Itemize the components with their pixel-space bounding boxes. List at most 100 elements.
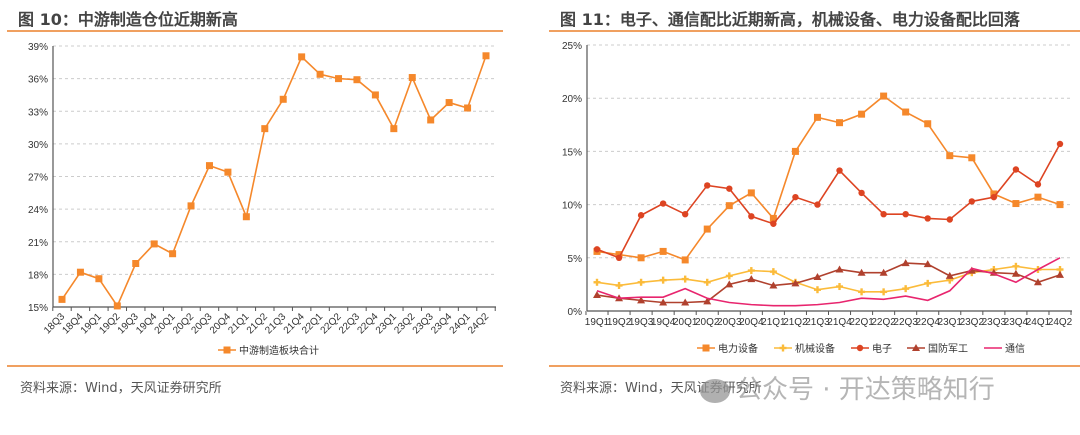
legend-label: 电子 (872, 342, 892, 355)
legend-label: 中游制造板块合计 (239, 344, 319, 357)
series-line (596, 257, 1061, 307)
data-point (1033, 278, 1042, 286)
data-point (770, 220, 777, 227)
data-point (1034, 193, 1042, 201)
data-point (132, 260, 140, 267)
x-tick-label: 22Q3 (893, 317, 918, 328)
data-point (113, 302, 121, 310)
left-source-rule (7, 365, 503, 367)
data-point (661, 276, 665, 284)
data-point (967, 266, 976, 274)
y-tick-label: 33% (28, 107, 48, 118)
legend-item: 电力设备 (697, 342, 758, 355)
y-tick-label: 27% (28, 173, 48, 184)
left-title-rule (7, 30, 503, 32)
data-point (316, 70, 324, 78)
series-0 (593, 92, 1064, 264)
x-tick-label: 23Q2 (960, 317, 985, 328)
legend-marker (702, 344, 710, 352)
data-point (706, 278, 709, 286)
data-point (659, 200, 667, 207)
data-point (593, 291, 601, 299)
legend: 中游制造板块合计 (218, 344, 319, 357)
data-point (1011, 269, 1020, 277)
y-tick-label: 21% (28, 238, 48, 249)
data-point (880, 210, 887, 218)
data-point (58, 295, 66, 303)
data-point (427, 116, 435, 124)
data-point (902, 210, 909, 218)
data-point (169, 250, 177, 258)
legend-label: 电力设备 (718, 342, 758, 355)
data-point (860, 288, 863, 296)
y-tick-label: 20% (562, 94, 582, 105)
data-point (1056, 270, 1064, 278)
data-point (748, 213, 755, 220)
data-point (769, 281, 778, 289)
y-tick-label: 5% (568, 254, 583, 265)
data-point (464, 104, 472, 112)
data-point (816, 286, 819, 294)
x-tick-label: 21Q2 (783, 317, 808, 328)
legend-item: 电子 (851, 342, 892, 355)
legend-item: 机械设备 (774, 342, 835, 355)
data-point (639, 278, 643, 286)
data-point (902, 108, 910, 116)
x-tick-label: 21Q3 (805, 317, 830, 328)
x-tick-label: 20Q1 (673, 317, 698, 328)
data-point (637, 296, 646, 304)
left-chart-title: 图 10：中游制造仓位近期新高 (18, 10, 238, 29)
left-source-note: 资料来源：Wind，天风证券研究所 (20, 381, 222, 396)
data-point (637, 212, 645, 219)
left-line-chart: 15%18%21%24%27%30%33%36%39%18Q318Q419Q11… (28, 42, 496, 357)
data-point (946, 216, 953, 223)
legend-marker (912, 344, 920, 351)
data-point (659, 247, 667, 255)
legend-label: 通信 (1005, 343, 1025, 355)
data-point (298, 53, 306, 61)
series-line (61, 55, 487, 308)
data-point (615, 254, 623, 261)
data-point (836, 119, 844, 127)
legend-item: 国防军工 (907, 342, 968, 355)
data-point (681, 256, 689, 264)
legend: 电力设备 机械设备 电子 国防军工 通信 (697, 342, 1025, 355)
series-1 (593, 262, 1064, 296)
legend-item: 中游制造板块合计 (218, 344, 319, 357)
data-point (95, 275, 103, 283)
data-point (1012, 200, 1020, 208)
data-point (968, 198, 976, 205)
data-point (792, 193, 799, 201)
legend-marker (781, 344, 785, 352)
data-point (814, 201, 821, 208)
data-point (1056, 201, 1064, 209)
data-point (1012, 166, 1020, 173)
series-4 (596, 257, 1061, 307)
y-tick-label: 36% (28, 75, 48, 86)
x-tick-label: 19Q1 (585, 317, 610, 328)
x-tick-label: 22Q2 (871, 317, 896, 328)
data-point (791, 147, 799, 155)
data-point (353, 76, 361, 84)
right-title-rule (549, 30, 1080, 32)
data-point (683, 275, 687, 283)
data-point (791, 279, 800, 287)
right-line-chart: 0% 5% 10% 15% 20% 25% 19Q119Q219Q319Q420Q120Q2… (562, 41, 1073, 355)
data-point (858, 110, 866, 118)
data-point (924, 215, 931, 222)
data-point (924, 120, 932, 128)
x-tick-label: 24Q2 (466, 311, 491, 336)
data-point (703, 297, 712, 305)
x-tick-label: 24Q2 (1048, 317, 1073, 328)
x-tick-label: 20Q4 (739, 317, 764, 328)
y-tick-label: 15% (28, 303, 48, 314)
x-tick-label: 22Q1 (849, 317, 874, 328)
data-point (1058, 266, 1062, 274)
data-point (224, 168, 232, 176)
data-point (482, 52, 490, 60)
data-point (704, 182, 711, 189)
data-point (150, 240, 158, 248)
x-tick-label: 21Q4 (827, 317, 852, 328)
x-tick-label: 22Q4 (915, 317, 940, 328)
data-point (946, 152, 954, 160)
